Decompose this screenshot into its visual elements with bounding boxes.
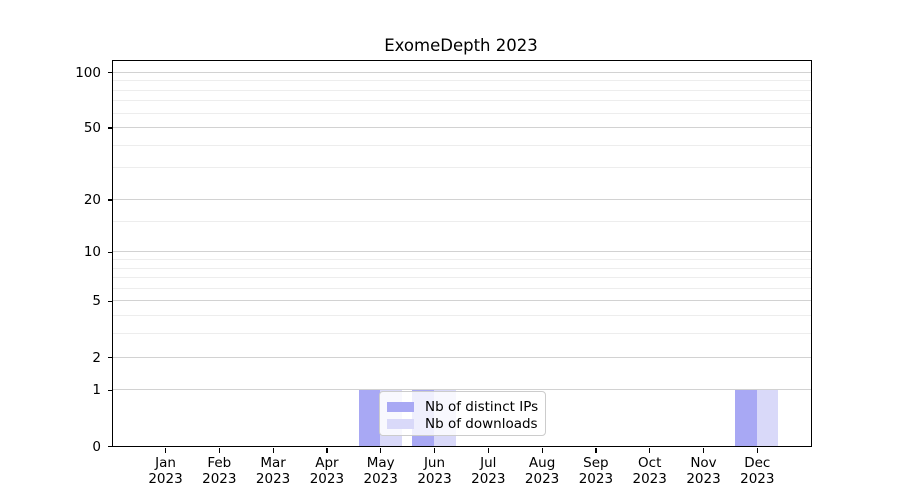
x-tick [595, 448, 597, 453]
x-tick-year: 2023 [148, 471, 183, 487]
gridline-major [113, 127, 811, 129]
legend-item: Nb of distinct IPs [387, 398, 539, 415]
y-tick [108, 389, 112, 392]
x-tick [649, 448, 651, 453]
gridline-minor [113, 112, 811, 114]
x-tick-year: 2023 [417, 471, 452, 487]
gridline-major [113, 71, 811, 73]
x-tick-year: 2023 [524, 471, 560, 487]
legend-item: Nb of downloads [387, 415, 538, 432]
x-tick-month: Aug [528, 455, 556, 471]
x-tick-month: Jul [480, 455, 497, 471]
x-tick [487, 448, 489, 453]
gridline-minor [113, 144, 811, 146]
y-tick [108, 251, 112, 253]
x-tick-year: 2023 [632, 471, 667, 487]
gridline-major [113, 389, 811, 391]
x-tick-label-oct: Oct 2023 [618, 455, 682, 487]
legend-swatch-nb-of-downloads [387, 418, 414, 429]
y-tick [108, 127, 112, 129]
x-tick-month: Mar [260, 455, 286, 471]
gridline-minor [113, 277, 811, 279]
x-tick-month: Oct [638, 455, 662, 471]
x-tick-label-nov: Nov 2023 [672, 455, 736, 487]
y-tick-label-0: 0 [92, 438, 101, 455]
x-tick-month: Jan [155, 455, 176, 471]
x-tick-year: 2023 [255, 471, 291, 487]
gridline-major [113, 198, 811, 200]
gridline-minor [113, 80, 811, 82]
x-tick [164, 448, 167, 453]
x-tick-month: Jun [423, 455, 446, 471]
x-tick-month: May [366, 455, 395, 471]
x-tick-month: Nov [690, 455, 717, 471]
x-tick-month: Sep [583, 455, 609, 471]
x-tick-year: 2023 [686, 471, 721, 487]
x-tick [218, 448, 220, 453]
bar-nb-of-distinct-ips-may [358, 389, 381, 446]
x-tick-label-jan: Jan 2023 [134, 455, 198, 487]
gridline-major [113, 300, 811, 302]
x-tick-year: 2023 [309, 471, 345, 487]
legend-label: Nb of distinct IPs [425, 398, 539, 415]
legend-label: Nb of downloads [425, 415, 538, 432]
x-tick [433, 448, 436, 453]
gridline-minor [113, 89, 811, 91]
chart-title: ExomeDepth 2023 [384, 36, 538, 55]
x-tick-label-apr: Apr 2023 [295, 455, 359, 487]
gridline-minor [113, 167, 811, 169]
y-tick-label-1: 1 [92, 382, 101, 399]
gridline-minor [113, 333, 811, 335]
x-tick-label-aug: Aug 2023 [510, 455, 574, 487]
x-tick-label-jun: Jun 2023 [403, 455, 467, 487]
y-tick-label-20: 20 [83, 191, 101, 208]
x-tick [702, 448, 705, 453]
plot-area: Nb of distinct IPs Nb of downloads [112, 60, 812, 447]
x-tick-year: 2023 [363, 471, 398, 487]
x-tick-month: Dec [744, 455, 771, 471]
x-tick-label-mar: Mar 2023 [241, 455, 305, 487]
gridline-major [113, 356, 811, 358]
gridline-minor [113, 100, 811, 102]
x-tick-month: Feb [207, 455, 232, 471]
gridline-minor [113, 287, 811, 289]
y-tick-label-50: 50 [83, 120, 101, 137]
x-tick-label-dec: Dec 2023 [725, 455, 789, 487]
gridline-minor [113, 220, 811, 222]
y-tick-label-5: 5 [92, 293, 101, 310]
x-tick [380, 448, 382, 453]
x-tick [756, 448, 758, 453]
y-tick-label-2: 2 [92, 349, 101, 366]
x-tick-year: 2023 [578, 471, 614, 487]
y-tick [108, 445, 112, 448]
gridline-minor [113, 267, 811, 269]
x-tick-year: 2023 [471, 471, 506, 487]
x-tick [326, 448, 328, 453]
y-tick-label-10: 10 [83, 244, 101, 261]
x-tick-year: 2023 [202, 471, 237, 487]
x-tick-month: Apr [315, 455, 339, 471]
gridline-minor [113, 315, 811, 317]
x-tick-year: 2023 [740, 471, 775, 487]
legend-swatch-nb-of-distinct-ips [387, 401, 414, 412]
x-tick [272, 448, 274, 453]
y-tick-label-100: 100 [75, 64, 101, 81]
gridline-major [113, 251, 811, 253]
x-tick-label-may: May 2023 [349, 455, 413, 487]
x-tick-label-sep: Sep 2023 [564, 455, 628, 487]
gridline-minor [113, 259, 811, 260]
bar-nb-of-distinct-ips-dec [735, 389, 757, 446]
bar-nb-of-downloads-dec [756, 389, 779, 446]
y-tick [108, 72, 112, 74]
x-tick-label-feb: Feb 2023 [187, 455, 251, 487]
x-tick-label-jul: Jul 2023 [456, 455, 520, 487]
y-tick [108, 199, 112, 201]
x-tick [541, 448, 543, 453]
legend: Nb of distinct IPs Nb of downloads [379, 391, 546, 436]
y-tick [108, 356, 112, 359]
y-tick [108, 300, 112, 303]
